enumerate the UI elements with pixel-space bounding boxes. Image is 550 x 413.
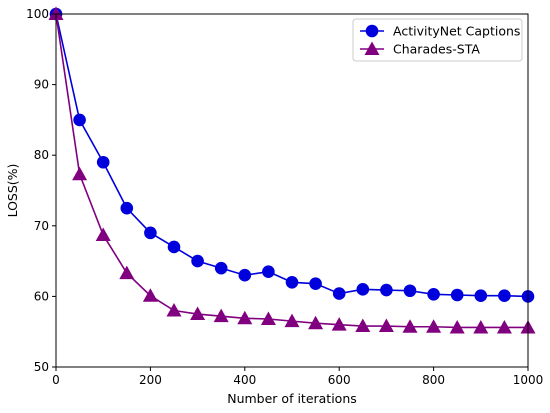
ticks-layer: 0 200 400 600 800 1000 50 60 70 80 90 100 [26, 7, 543, 387]
series-layer [48, 6, 536, 334]
x-tick-label: 200 [139, 373, 162, 387]
legend-marker-charades-sta [364, 41, 380, 55]
data-point-activitynet-captions [120, 201, 134, 215]
data-point-activitynet-captions [167, 240, 181, 254]
data-point-activitynet-captions [474, 289, 488, 302]
data-point-activitynet-captions [285, 275, 299, 289]
data-point-charades-sta [213, 308, 229, 323]
data-point-charades-sta [355, 318, 371, 333]
data-point-charades-sta [308, 315, 324, 330]
y-tick-label: 90 [34, 78, 49, 92]
data-point-activitynet-captions [427, 287, 440, 301]
data-point-activitynet-captions [96, 155, 110, 169]
data-point-activitynet-captions [450, 288, 464, 302]
data-point-charades-sta [166, 303, 182, 317]
data-point-charades-sta [402, 319, 418, 333]
data-point-activitynet-captions [380, 283, 393, 297]
y-axis-label: LOSS(%) [5, 164, 20, 218]
legend-marker-activitynet-captions [365, 24, 379, 38]
data-point-activitynet-captions [73, 113, 86, 127]
series-activitynet-captions [49, 7, 535, 303]
data-point-charades-sta [72, 166, 88, 181]
data-point-activitynet-captions [238, 268, 252, 282]
data-point-activitynet-captions [309, 277, 322, 290]
data-point-activitynet-captions [262, 265, 275, 278]
legend-box [352, 18, 523, 62]
data-point-charades-sta [237, 310, 253, 325]
data-point-charades-sta [142, 288, 158, 302]
data-point-charades-sta [331, 317, 347, 331]
y-tick-label: 70 [34, 219, 49, 233]
y-tick-label: 80 [34, 148, 49, 162]
data-point-activitynet-captions [498, 289, 511, 302]
data-point-activitynet-captions [144, 226, 157, 240]
data-point-charades-sta [449, 319, 465, 334]
data-point-activitynet-captions [403, 284, 417, 298]
data-point-activitynet-captions [214, 261, 228, 275]
data-point-charades-sta [473, 319, 489, 334]
x-tick-label: 400 [233, 373, 256, 387]
data-point-charades-sta [284, 313, 300, 328]
data-point-activitynet-captions [332, 287, 346, 300]
data-point-charades-sta [260, 311, 276, 325]
x-axis-label: Number of iterations [227, 391, 357, 406]
y-tick-label: 100 [26, 7, 49, 21]
data-point-charades-sta [190, 306, 206, 321]
x-tick-label: 800 [422, 373, 445, 387]
x-tick-label: 0 [52, 373, 60, 387]
data-point-charades-sta [95, 227, 111, 241]
x-tick-label: 600 [328, 373, 351, 387]
data-point-activitynet-captions [191, 254, 204, 268]
x-tick-label: 1000 [513, 373, 544, 387]
data-point-charades-sta [426, 319, 442, 333]
legend-label-activitynet-captions: ActivityNet Captions [393, 24, 520, 39]
plot-frame [55, 13, 529, 368]
series-charades-sta [48, 6, 536, 334]
y-tick-label: 50 [34, 360, 49, 374]
data-point-charades-sta [119, 265, 135, 280]
y-tick-label: 60 [34, 289, 49, 303]
legend: ActivityNet Captions Charades-STA [352, 18, 523, 62]
data-point-charades-sta [378, 318, 394, 333]
data-point-charades-sta [496, 319, 512, 334]
data-point-charades-sta [48, 6, 64, 20]
data-point-activitynet-captions [356, 283, 370, 296]
legend-label-charades-sta: Charades-STA [393, 42, 480, 57]
